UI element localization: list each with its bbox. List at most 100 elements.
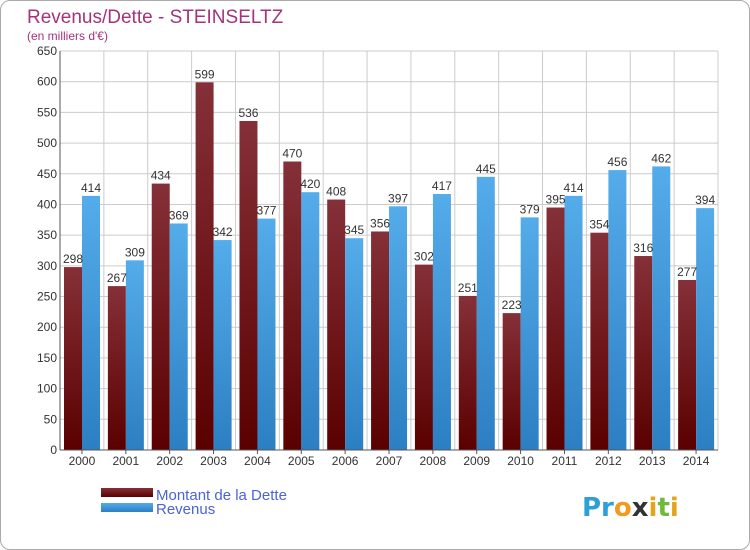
bar-debt-2013 <box>634 256 653 450</box>
axis-layer: 0 50 100 150 200 250 300 350 400 450 500 550 600 650 2… <box>37 44 718 468</box>
y-tick-label: 50 <box>44 412 58 426</box>
x-tick-label: 2011 <box>552 454 578 468</box>
x-tick-label: 2005 <box>288 454 315 468</box>
data-label-debt-2002: 434 <box>151 169 171 183</box>
data-label-revenue-2008: 417 <box>432 179 452 193</box>
bar-revenue-2010 <box>520 217 539 450</box>
bar-revenue-2014 <box>696 208 715 450</box>
legend-label-debt: Montant de la Dette <box>156 487 287 504</box>
data-label-revenue-2012: 456 <box>607 155 627 169</box>
data-label-debt-2013: 316 <box>633 241 653 255</box>
bar-debt-2008 <box>414 264 433 450</box>
bar-debt-2005 <box>283 161 302 450</box>
data-label-debt-2008: 302 <box>414 250 434 264</box>
logo-text: Proxiti <box>582 493 679 523</box>
x-tick-label: 2003 <box>200 454 227 468</box>
bar-debt-2009 <box>458 295 477 450</box>
data-label-revenue-2007: 397 <box>388 191 408 205</box>
y-tick-label: 550 <box>37 105 57 119</box>
bar-debt-2011 <box>546 207 565 450</box>
bar-revenue-2009 <box>476 176 495 451</box>
legend-item-debt: Montant de la Dette <box>101 487 287 504</box>
bar-revenue-2003 <box>213 240 232 450</box>
bar-revenue-2002 <box>169 223 188 450</box>
data-label-debt-2010: 223 <box>502 298 522 312</box>
data-label-debt-2011: 395 <box>546 193 566 207</box>
data-label-revenue-2009: 445 <box>476 162 496 176</box>
data-label-revenue-2011: 414 <box>564 181 584 195</box>
data-label-debt-2006: 408 <box>326 185 346 199</box>
y-tick-label: 600 <box>37 75 57 89</box>
bar-revenue-2008 <box>432 194 451 450</box>
bar-debt-2004 <box>239 120 258 451</box>
data-label-debt-2000: 298 <box>63 252 83 266</box>
bar-revenue-2007 <box>389 206 408 450</box>
bar-debt-2003 <box>195 82 214 450</box>
labels-layer: 298 414 267 309 434 369 599 342 536 377 470 420 408 3… <box>63 67 715 312</box>
x-tick-label: 2002 <box>156 454 183 468</box>
data-label-debt-2004: 536 <box>238 106 258 120</box>
y-tick-label: 250 <box>37 290 57 304</box>
bars-layer <box>64 82 715 451</box>
data-label-revenue-2005: 420 <box>300 177 320 191</box>
data-label-revenue-2013: 462 <box>651 151 671 165</box>
data-label-revenue-2002: 369 <box>169 208 189 222</box>
x-tick-label: 2014 <box>683 454 710 468</box>
bar-revenue-2006 <box>345 238 364 450</box>
bar-revenue-2001 <box>125 260 144 450</box>
legend-swatch-revenue <box>101 503 153 512</box>
data-label-debt-2007: 356 <box>370 216 390 230</box>
data-label-revenue-2000: 414 <box>81 181 101 195</box>
y-tick-label: 100 <box>37 382 57 396</box>
y-tick-label: 500 <box>37 136 57 150</box>
bar-revenue-2011 <box>564 195 583 450</box>
data-label-revenue-2014: 394 <box>695 193 715 207</box>
bar-revenue-2004 <box>257 218 276 450</box>
bar-revenue-2000 <box>82 195 100 450</box>
y-tick-label: 0 <box>50 443 57 457</box>
x-tick-label: 2000 <box>69 454 96 468</box>
chart-title: Revenus/Dette - STEINSELTZ <box>27 7 284 28</box>
y-tick-label: 400 <box>37 197 57 211</box>
y-tick-label: 300 <box>37 259 57 273</box>
x-tick-label: 2013 <box>639 454 666 468</box>
x-tick-label: 2004 <box>244 454 271 468</box>
y-tick-label: 650 <box>37 44 57 58</box>
proxiti-logo: Proxiti <box>582 493 679 523</box>
x-tick-label: 2007 <box>376 454 403 468</box>
x-tick-label: 2001 <box>112 454 139 468</box>
legend-label-revenue: Revenus <box>156 501 215 518</box>
legend: Montant de la Dette Revenus <box>101 487 287 518</box>
legend-item-revenue: Revenus <box>101 501 215 518</box>
data-label-revenue-2010: 379 <box>520 202 540 216</box>
data-label-debt-2014: 277 <box>677 265 697 279</box>
x-tick-label: 2009 <box>463 454 490 468</box>
data-label-debt-2003: 599 <box>195 67 215 81</box>
bar-revenue-2012 <box>608 170 627 450</box>
data-label-debt-2001: 267 <box>107 271 127 285</box>
bar-debt-2007 <box>371 231 390 450</box>
data-label-revenue-2006: 345 <box>344 223 364 237</box>
legend-swatch-debt <box>101 488 153 497</box>
bar-revenue-2013 <box>652 166 671 450</box>
bar-debt-2006 <box>327 199 346 450</box>
y-tick-label: 350 <box>37 228 57 242</box>
data-label-revenue-2001: 309 <box>125 245 145 259</box>
bar-debt-2001 <box>107 286 126 450</box>
x-tick-label: 2006 <box>332 454 359 468</box>
bar-debt-2010 <box>502 313 521 450</box>
bar-revenue-2005 <box>301 192 320 450</box>
data-label-debt-2012: 354 <box>589 218 609 232</box>
bar-debt-2000 <box>64 267 82 450</box>
y-tick-label: 200 <box>37 320 57 334</box>
data-label-debt-2005: 470 <box>282 146 302 160</box>
x-tick-label: 2008 <box>420 454 447 468</box>
data-label-debt-2009: 251 <box>458 281 478 295</box>
data-label-revenue-2003: 342 <box>213 225 233 239</box>
data-label-revenue-2004: 377 <box>256 204 276 218</box>
x-tick-label: 2012 <box>595 454 622 468</box>
bar-debt-2014 <box>678 279 697 450</box>
bar-debt-2012 <box>590 232 609 450</box>
y-tick-label: 450 <box>37 167 57 181</box>
